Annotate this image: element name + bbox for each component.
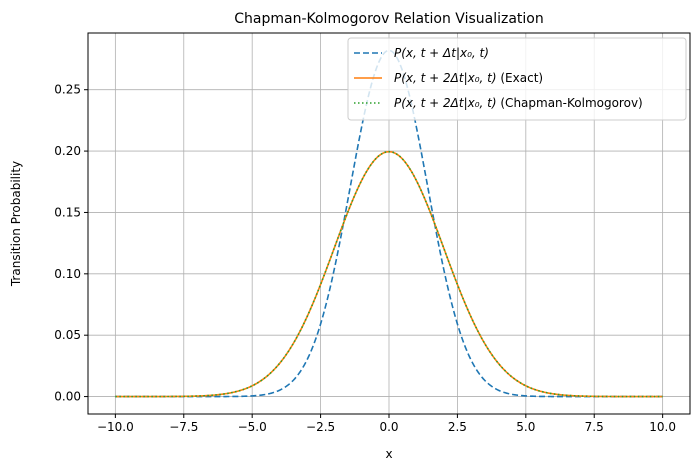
x-axis: −10.0 −7.5 −5.0 −2.5 0.0 2.5 5.0 7.5 10.0 — [97, 414, 676, 434]
y-tick-label: 0.10 — [54, 267, 81, 281]
x-tick-label: 2.5 — [448, 420, 467, 434]
y-tick-label: 0.25 — [54, 83, 81, 97]
legend: P(x, t + Δt|x₀, t) P(x, t + 2Δt|x₀, t) (E… — [347, 37, 687, 121]
x-tick-label: 7.5 — [585, 420, 604, 434]
chart-title: Chapman-Kolmogorov Relation Visualizatio… — [234, 11, 543, 27]
x-tick-label: −7.5 — [169, 420, 198, 434]
x-tick-label: −5.0 — [238, 420, 267, 434]
y-tick-label: 0.20 — [54, 144, 81, 158]
y-axis-label: Transition Probability — [9, 161, 23, 287]
x-tick-label: 10.0 — [649, 420, 676, 434]
legend-box — [347, 37, 687, 121]
x-tick-label: 5.0 — [516, 420, 535, 434]
legend-label-1: P(x, t + 2Δt|x₀, t) (Exact) — [394, 71, 543, 85]
x-tick-label: 0.0 — [379, 420, 398, 434]
y-tick-label: 0.00 — [54, 390, 81, 404]
y-tick-label: 0.15 — [54, 205, 81, 219]
x-tick-label: −2.5 — [306, 420, 335, 434]
series-line-2 — [115, 150, 663, 398]
y-axis: 0.00 0.05 0.10 0.15 0.20 0.25 — [54, 83, 88, 404]
x-tick-label: −10.0 — [97, 420, 134, 434]
series-lines — [115, 49, 663, 398]
x-axis-label: x — [385, 447, 392, 461]
y-tick-label: 0.05 — [54, 328, 81, 342]
series-line-0 — [115, 49, 663, 398]
legend-label-2: P(x, t + 2Δt|x₀, t) (Chapman-Kolmogorov) — [394, 96, 643, 110]
legend-label-0: P(x, t + Δt|x₀, t) — [394, 46, 489, 60]
